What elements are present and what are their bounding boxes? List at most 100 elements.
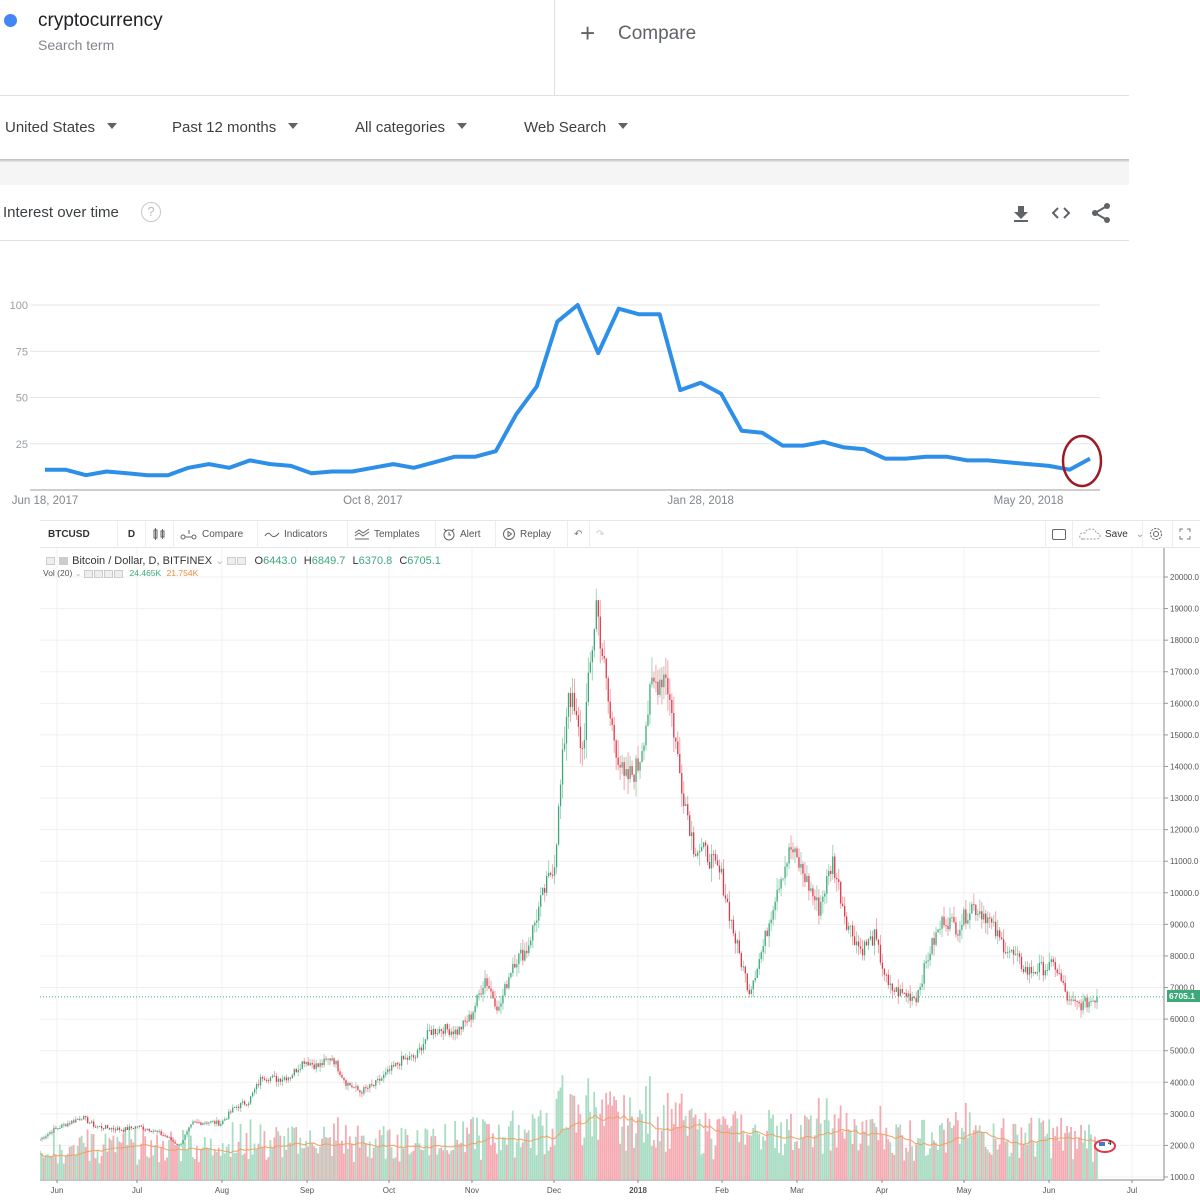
embed-icon[interactable] — [1050, 202, 1072, 224]
svg-text:Sep: Sep — [300, 1186, 315, 1195]
add-icon[interactable] — [104, 569, 114, 578]
series-legend: Bitcoin / Dollar, D, BITFINEX ⌄ O6443.0 … — [46, 554, 441, 567]
settings-button[interactable] — [1143, 521, 1173, 548]
svg-text:16000.0: 16000.0 — [1170, 699, 1199, 708]
settings-mini-icon[interactable] — [237, 557, 247, 566]
chart-type-button[interactable] — [146, 521, 174, 548]
category-filter-label: All categories — [355, 119, 446, 136]
cloud-icon — [1079, 528, 1101, 540]
indicators-label: Indicators — [284, 529, 328, 540]
undo-button[interactable]: ↶ — [568, 521, 590, 548]
volume-ma-value: 21.754K — [166, 568, 199, 578]
save-button[interactable]: Save ⌄ — [1073, 521, 1145, 548]
high-value: 6849.7 — [311, 555, 346, 567]
svg-text:Feb: Feb — [715, 1186, 729, 1195]
region-filter-label: United States — [5, 119, 96, 136]
svg-text:5000.0: 5000.0 — [1170, 1047, 1195, 1056]
svg-text:17000.0: 17000.0 — [1170, 668, 1199, 677]
replay-button[interactable]: Replay — [496, 521, 568, 548]
volume-title[interactable]: Vol (20) — [43, 568, 73, 578]
svg-text:75: 75 — [16, 346, 28, 358]
indicators-icon — [264, 533, 280, 538]
tradingview-widget: BTCUSD D Compare Indicators Templates Al… — [40, 520, 1200, 1200]
save-label: Save — [1105, 529, 1128, 540]
caret-down-icon — [107, 123, 118, 130]
compare-label: Compare — [202, 529, 244, 540]
caret-down-icon — [618, 123, 629, 130]
low-label: L — [352, 555, 359, 567]
search-type-filter[interactable]: Web Search — [524, 119, 629, 136]
settings-mini-icon[interactable] — [94, 569, 104, 578]
svg-text:Jul: Jul — [132, 1186, 142, 1195]
svg-text:Oct: Oct — [383, 1186, 396, 1195]
svg-text:Jun: Jun — [51, 1186, 64, 1195]
indicators-button[interactable]: Indicators — [258, 521, 348, 548]
open-value: 6443.0 — [263, 555, 297, 567]
chart-toolbar: BTCUSD D Compare Indicators Templates Al… — [40, 520, 1200, 548]
svg-text:4: 4 — [1108, 1141, 1112, 1147]
svg-text:19000.0: 19000.0 — [1170, 605, 1199, 614]
svg-text:14000.0: 14000.0 — [1170, 762, 1199, 771]
svg-text:Apr: Apr — [876, 1186, 889, 1195]
open-label: O — [254, 555, 264, 567]
share-icon[interactable] — [1090, 202, 1112, 224]
templates-icon — [354, 528, 370, 540]
svg-text:Dec: Dec — [547, 1186, 561, 1195]
svg-text:May 20, 2018: May 20, 2018 — [994, 495, 1064, 507]
svg-text:May: May — [956, 1186, 971, 1195]
high-label: H — [303, 555, 312, 567]
filter-bar: United States Past 12 months All categor… — [0, 96, 1129, 160]
gear-icon — [1150, 528, 1162, 541]
collapse-icon[interactable] — [46, 557, 55, 566]
svg-text:20000.0: 20000.0 — [1170, 573, 1199, 582]
svg-text:Mar: Mar — [790, 1186, 804, 1195]
svg-text:1000.0: 1000.0 — [1170, 1173, 1195, 1182]
search-term-name[interactable]: cryptocurrency — [38, 10, 163, 31]
alert-button[interactable]: Alert — [436, 521, 496, 548]
divider — [0, 159, 1129, 162]
svg-text:25: 25 — [16, 439, 28, 451]
templates-button[interactable]: Templates — [348, 521, 436, 548]
svg-text:Jan 28, 2018: Jan 28, 2018 — [667, 495, 734, 507]
svg-text:10000.0: 10000.0 — [1170, 889, 1199, 898]
download-icon[interactable] — [1010, 202, 1032, 224]
help-icon[interactable]: ? — [141, 202, 161, 222]
caret-down-icon — [288, 123, 299, 130]
section-gap — [0, 162, 1129, 185]
time-range-filter-label: Past 12 months — [172, 119, 277, 136]
series-title[interactable]: Bitcoin / Dollar, D, BITFINEX — [72, 555, 213, 567]
compare-symbol-button[interactable]: Compare — [174, 521, 258, 548]
svg-text:3000.0: 3000.0 — [1170, 1110, 1195, 1119]
svg-text:Jun 18, 2017: Jun 18, 2017 — [12, 495, 79, 507]
chevron-down-icon: ⌄ — [1135, 529, 1145, 540]
replay-icon — [503, 528, 515, 541]
remove-icon[interactable] — [114, 569, 124, 578]
svg-text:4000.0: 4000.0 — [1170, 1078, 1195, 1087]
hide-icon[interactable] — [84, 569, 94, 578]
interval-button[interactable]: D — [118, 521, 146, 548]
category-filter[interactable]: All categories — [355, 119, 468, 136]
fullscreen-button[interactable] — [1173, 521, 1200, 548]
volume-value: 24.465K — [129, 568, 162, 578]
series-icon — [59, 557, 69, 566]
compare-button[interactable]: + Compare — [556, 0, 1129, 96]
hide-icon[interactable] — [227, 557, 237, 566]
interest-over-time-chart: 25 50 75 100 Jun 18, 2017 Oct 8, 2017 Jan 28, … — [0, 290, 1129, 515]
svg-text:8000.0: 8000.0 — [1170, 952, 1195, 961]
compare-label: Compare — [618, 23, 697, 44]
volume-legend: Vol (20) ⌄ 24.465K 21.754K — [43, 568, 199, 578]
svg-text:50: 50 — [16, 393, 28, 405]
low-value: 6370.8 — [358, 555, 393, 567]
redo-button[interactable]: ↷ — [596, 529, 605, 540]
fullscreen-rect-button[interactable] — [1045, 521, 1073, 548]
caret-down-icon — [457, 123, 468, 130]
svg-text:18000.0: 18000.0 — [1170, 636, 1199, 645]
svg-text:6000.0: 6000.0 — [1170, 1015, 1195, 1024]
search-term-card[interactable]: cryptocurrency Search term — [0, 0, 555, 96]
search-term-subtitle: Search term — [38, 37, 115, 53]
compare-icon — [180, 530, 197, 540]
time-range-filter[interactable]: Past 12 months — [172, 119, 299, 136]
candlestick-chart[interactable]: 20000.0 19000.0 18000.0 17000.0 16000.0 15000… — [40, 548, 1200, 1200]
region-filter[interactable]: United States — [5, 119, 118, 136]
symbol-button[interactable]: BTCUSD — [40, 521, 118, 548]
